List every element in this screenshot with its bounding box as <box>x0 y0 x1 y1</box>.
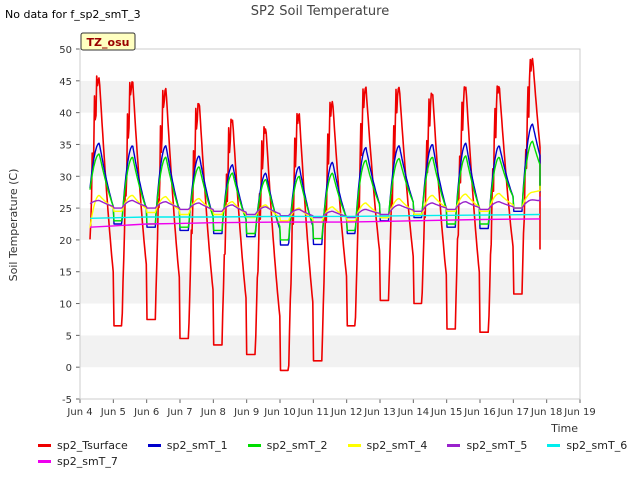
legend-label: sp2_smT_1 <box>166 438 228 452</box>
y-tick-label: 15 <box>59 268 72 279</box>
legend-swatch <box>547 443 561 447</box>
series-line-sp2-smT-7 <box>89 218 541 228</box>
y-tick-label: 20 <box>59 236 72 247</box>
x-tick-label: Jun 14 <box>397 407 430 418</box>
x-tick-label: Jun 11 <box>297 407 330 418</box>
legend-row: sp2_Tsurface sp2_smT_1 sp2_smT_2 sp2_smT_4 s… <box>38 437 638 453</box>
y-tick-label: 0 <box>66 363 72 374</box>
tz-badge: TZ_osu <box>80 32 136 51</box>
x-tick-label: Jun 6 <box>133 407 159 418</box>
x-tick-label: Jun 7 <box>166 407 192 418</box>
series-layer <box>89 57 541 372</box>
grid-band <box>80 176 580 209</box>
x-tick-label: Jun 16 <box>463 407 496 418</box>
legend-swatch <box>347 443 361 447</box>
legend-label: sp2_Tsurface <box>57 438 128 452</box>
y-tick-label: -5 <box>62 395 72 406</box>
grid-band <box>80 335 580 368</box>
plot-frame <box>79 48 581 400</box>
series-line-sp2-smT-2 <box>89 140 541 241</box>
grid-band <box>80 367 580 399</box>
legend-label: sp2_smT_6 <box>566 438 628 452</box>
x-tick-label: Jun 13 <box>363 407 396 418</box>
grid-band <box>80 271 580 304</box>
y-axis: -5 0 5 10 15 20 25 30 35 40 45 50 <box>59 45 80 406</box>
x-tick-label: Jun 4 <box>66 407 92 418</box>
legend-swatch <box>38 459 51 463</box>
legend-row: sp2_smT_7 <box>38 453 638 469</box>
legend-item-sp2-smT-5: sp2_smT_5 <box>447 439 527 452</box>
grid-band <box>80 239 580 272</box>
series-line-sp2-smT-1 <box>89 123 541 246</box>
x-tick-label: Jun 12 <box>330 407 363 418</box>
legend-item-sp2-smT-6: sp2_smT_6 <box>547 439 627 452</box>
legend-swatch <box>147 443 161 447</box>
y-tick-label: 35 <box>59 140 72 151</box>
grid-band <box>80 49 580 81</box>
legend-item-sp2-smT-2: sp2_smT_2 <box>247 438 328 452</box>
x-tick-label: Jun 18 <box>530 407 563 418</box>
y-tick-label: 30 <box>59 172 72 183</box>
x-tick-label: Jun 17 <box>497 407 530 418</box>
x-tick-label: Jun 15 <box>430 407 463 418</box>
chart-title: SP2 Soil Temperature <box>251 4 389 19</box>
tz-badge-label: TZ_osu <box>87 36 130 49</box>
legend-item-sp2-smT-7: sp2_smT_7 <box>38 455 118 468</box>
legend-label: sp2_smT_4 <box>366 438 428 452</box>
y-tick-label: 10 <box>59 300 72 311</box>
legend-label: sp2_smT_7 <box>57 454 118 468</box>
y-tick-label: 50 <box>59 45 72 56</box>
y-tick-label: 40 <box>59 109 72 120</box>
y-axis-label: Soil Temperature (C) <box>7 169 20 282</box>
x-axis-label: Time <box>550 422 578 435</box>
y-tick-label: 45 <box>59 77 72 88</box>
x-tick-label: Jun 8 <box>200 407 226 418</box>
y-tick-label: 5 <box>66 331 72 342</box>
y-tick-label: 25 <box>59 204 72 215</box>
legend-label: sp2_smT_5 <box>466 438 528 452</box>
legend-swatch <box>38 443 51 447</box>
x-tick-label: Jun 10 <box>263 407 296 418</box>
legend-item-sp2-smT-4: sp2_smT_4 <box>347 438 428 452</box>
x-tick-label: Jun 9 <box>233 407 259 418</box>
legend-label: sp2_smT_2 <box>266 438 328 452</box>
x-tick-label: Jun 19 <box>563 407 596 418</box>
x-axis: Jun 4 Jun 5 Jun 6 Jun 7 Jun 8 Jun 9 Jun 10 Jun … <box>66 399 596 418</box>
legend-swatch <box>447 443 461 447</box>
legend-swatch <box>247 443 261 447</box>
legend: sp2_Tsurface sp2_smT_1 sp2_smT_2 sp2_smT_4 s… <box>38 437 638 469</box>
no-data-note: No data for f_sp2_smT_3 <box>5 8 141 21</box>
x-tick-label: Jun 5 <box>100 407 126 418</box>
grid-band <box>80 303 580 336</box>
legend-item-sp2-Tsurface: sp2_Tsurface <box>38 439 128 452</box>
series-line-sp2-smT-5 <box>89 196 541 219</box>
series-line-sp2-smT-6 <box>89 213 541 219</box>
legend-item-sp2-smT-1: sp2_smT_1 <box>147 438 228 452</box>
series-line-sp2-Tsurface <box>89 57 541 372</box>
